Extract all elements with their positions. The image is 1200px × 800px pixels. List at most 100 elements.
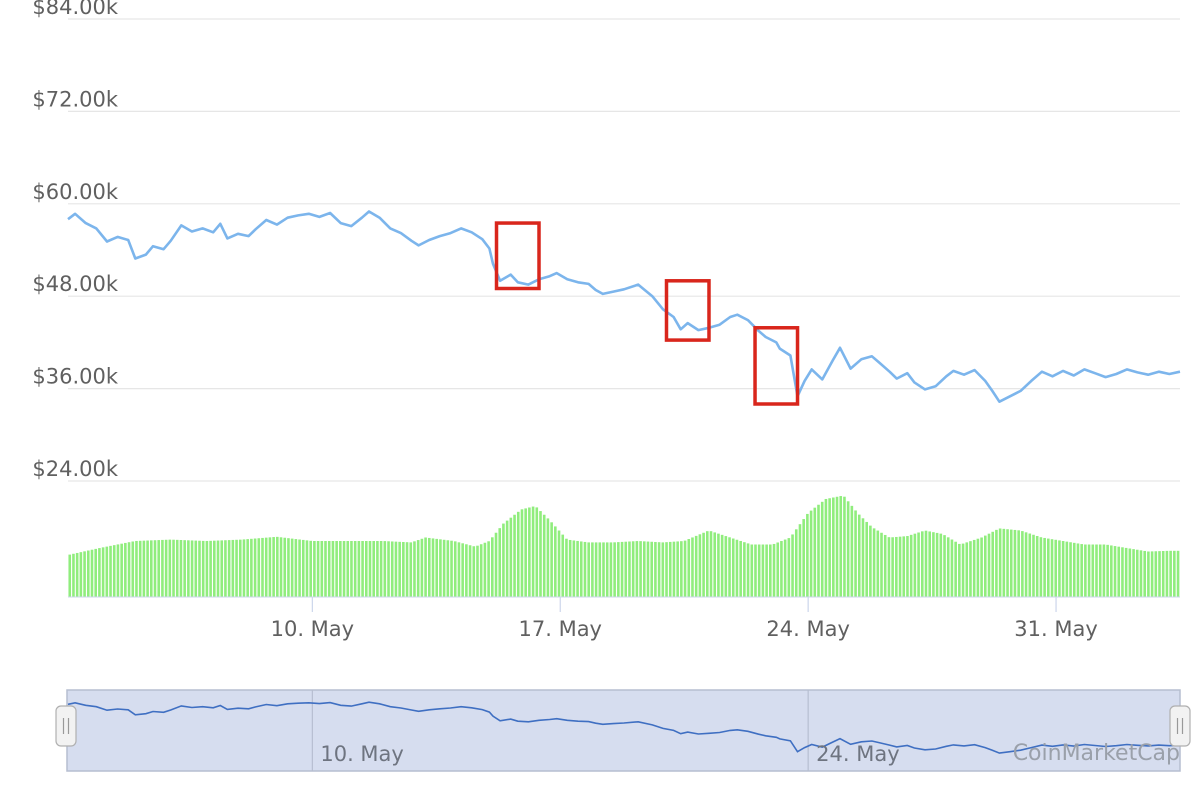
navigator[interactable]: 10. May 24. May CoinMarketCap xyxy=(55,689,1191,772)
volume-bar xyxy=(794,529,798,597)
volume-bar xyxy=(220,540,224,597)
volume-bar xyxy=(579,541,583,597)
volume-bar xyxy=(769,544,772,597)
volume-bar xyxy=(172,539,175,597)
volume-bar xyxy=(1095,544,1098,597)
volume-bar xyxy=(739,540,742,597)
volume-bar xyxy=(728,537,731,597)
annotation-box xyxy=(664,279,711,342)
volume-bar xyxy=(1080,544,1083,597)
volume-bar xyxy=(468,545,472,597)
volume-bar xyxy=(379,541,383,597)
navigator-mask[interactable] xyxy=(66,689,1181,772)
volume-bar xyxy=(694,535,698,597)
volume-bar xyxy=(461,543,464,597)
volume-bar xyxy=(205,540,209,598)
volume-bar xyxy=(561,534,565,597)
volume-bar xyxy=(1176,550,1180,597)
volume-bar xyxy=(683,540,687,598)
y-tick-label: $60.00k xyxy=(32,180,118,204)
volume-bar xyxy=(895,536,898,597)
volume-bar xyxy=(1173,550,1176,597)
volume-bar xyxy=(835,496,839,597)
volume-bar xyxy=(357,541,361,597)
volume-bar xyxy=(1128,548,1132,597)
volume-bar xyxy=(605,542,609,597)
volume-bar xyxy=(642,541,646,597)
volume-bar xyxy=(743,542,746,597)
volume-bar xyxy=(757,544,761,597)
volume-bar xyxy=(431,538,435,597)
volume-bar xyxy=(109,545,112,597)
volume-bar xyxy=(1017,530,1020,597)
volume-bar xyxy=(717,533,720,597)
navigator-handle-left[interactable] xyxy=(55,705,77,747)
volume-bar xyxy=(105,546,109,597)
volume-bar xyxy=(264,537,268,597)
navigator-line xyxy=(67,701,1181,754)
volume-bar xyxy=(631,541,635,597)
volume-bar xyxy=(902,536,906,597)
volume-bar xyxy=(824,498,828,597)
volume-bar xyxy=(646,541,650,597)
volume-bar xyxy=(179,540,183,597)
volume-bar xyxy=(1169,550,1172,597)
volume-bar xyxy=(187,540,190,597)
volume-bar xyxy=(1110,545,1113,597)
annotation-box xyxy=(753,326,800,406)
volume-bar xyxy=(246,539,249,597)
credit-watermark: CoinMarketCap xyxy=(1013,741,1180,766)
volume-bar xyxy=(976,538,980,597)
navigator-handle-right[interactable] xyxy=(1169,705,1191,747)
volume-bar xyxy=(224,540,227,597)
volume-bar xyxy=(598,542,602,597)
volume-bar xyxy=(313,541,316,597)
volume-bar xyxy=(1106,544,1109,597)
volume-bar xyxy=(887,537,891,597)
volume-bar xyxy=(917,532,920,597)
volume-bar xyxy=(1154,551,1158,597)
volume-bar xyxy=(709,531,713,597)
volume-bar xyxy=(1076,543,1080,597)
volume-bar xyxy=(272,537,275,597)
navigator-labels: 10. May 24. May xyxy=(320,742,899,766)
volume-bar xyxy=(146,540,149,597)
volume-bar xyxy=(898,536,902,597)
volume-bar xyxy=(876,530,880,597)
volume-bar xyxy=(654,541,657,597)
volume-bar xyxy=(1013,529,1017,597)
volume-bar xyxy=(287,538,290,597)
volume-bar xyxy=(869,525,872,597)
volume-bar xyxy=(402,542,405,597)
volume-bar xyxy=(865,521,868,597)
volume-bar xyxy=(909,534,913,597)
y-tick-label: $84.00k xyxy=(32,0,118,19)
volume-bar xyxy=(213,540,216,597)
volume-bar xyxy=(839,496,843,597)
volume-bar xyxy=(383,541,387,597)
volume-bar xyxy=(880,532,883,597)
volume-bar xyxy=(546,518,550,597)
x-tick-label: 24. May xyxy=(766,617,850,641)
volume-bar xyxy=(539,511,542,597)
volume-bar xyxy=(238,539,242,597)
volume-bar xyxy=(491,537,494,597)
volume-bar xyxy=(201,540,205,597)
volume-bar xyxy=(398,541,401,597)
volume-bar xyxy=(116,544,120,597)
volume-bar xyxy=(1069,542,1072,597)
volume-bar xyxy=(1072,542,1076,597)
volume-bar xyxy=(320,541,324,597)
volume-bar xyxy=(409,542,413,597)
volume-bar xyxy=(131,541,135,597)
volume-bar xyxy=(635,541,639,597)
volume-bar xyxy=(72,553,75,597)
volume-bar xyxy=(987,533,991,597)
volume-bar xyxy=(1132,549,1135,597)
volume-bar xyxy=(98,548,101,597)
volume-bar xyxy=(820,501,824,597)
volume-bar xyxy=(498,528,502,597)
volume-bar xyxy=(587,542,590,597)
volume-bar xyxy=(557,530,561,597)
volume-bar xyxy=(1147,551,1150,597)
